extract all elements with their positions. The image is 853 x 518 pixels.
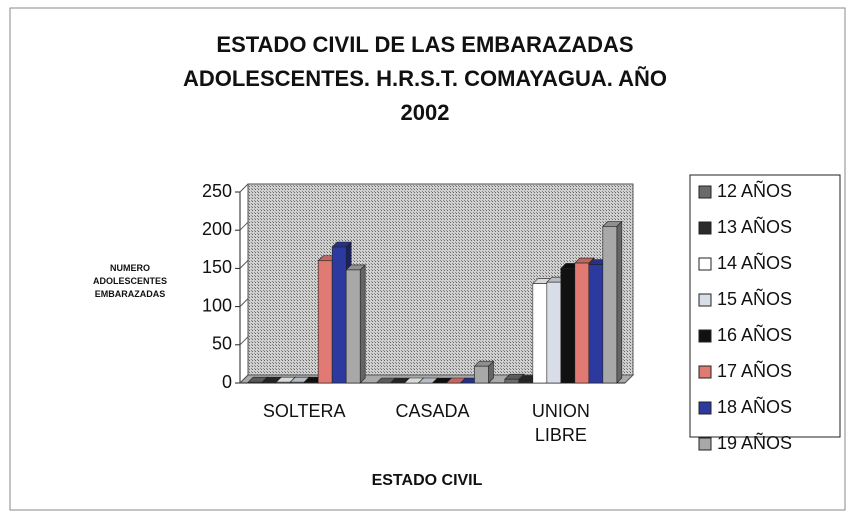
bar [588, 264, 604, 384]
grid-line [239, 298, 249, 307]
bar [532, 283, 548, 384]
bar [317, 260, 333, 384]
grid-line [239, 374, 249, 384]
legend-label: 16 AÑOS [717, 324, 792, 345]
y-tick-label: 100 [202, 295, 232, 315]
y-tick-label: 150 [202, 257, 232, 277]
legend-swatch [698, 329, 712, 343]
legend-label: 18 AÑOS [717, 396, 792, 417]
legend-label: 19 AÑOS [717, 432, 792, 453]
grid-line [239, 336, 249, 346]
bar-side [359, 264, 366, 384]
bar [474, 365, 489, 384]
legend-swatch [698, 293, 712, 307]
bar [574, 262, 590, 384]
y-tick-label: 250 [202, 181, 232, 201]
x-tick-label: SOLTERA [262, 401, 346, 421]
title-line: 2002 [400, 100, 450, 125]
bar [602, 226, 618, 384]
legend-swatch [698, 221, 712, 235]
y-tick-label: 200 [202, 219, 232, 239]
bar [518, 380, 534, 384]
chart-title: ESTADO CIVIL DE LAS EMBARAZADAS ADOLESCE… [100, 28, 750, 130]
legend-swatch [698, 185, 712, 199]
bar [303, 381, 319, 384]
bar [504, 378, 520, 384]
bar [289, 381, 305, 384]
bar [560, 268, 576, 384]
grid-line [239, 183, 249, 193]
legend-label: 17 AÑOS [717, 360, 792, 381]
title-line: ESTADO CIVIL DE LAS EMBARAZADAS [216, 32, 634, 57]
y-tick-label: 50 [212, 334, 232, 354]
legend-swatch [698, 365, 712, 379]
bar [331, 246, 347, 384]
legend-label: 14 AÑOS [717, 252, 792, 273]
y-tick-label: 0 [222, 372, 232, 392]
bar [546, 281, 562, 384]
legend-label: 12 AÑOS [717, 180, 792, 201]
x-tick-label: CASADA [395, 401, 470, 421]
legend-label: 13 AÑOS [717, 216, 792, 237]
legend-box [689, 174, 841, 438]
title-line: ADOLESCENTES. H.R.S.T. COMAYAGUA. AÑO [182, 66, 668, 91]
bar-side [616, 220, 623, 384]
y-axis-label: NUMERO ADOLESCENTES EMBARAZADAS [92, 263, 167, 299]
x-tick-label: UNION LIBRE [531, 401, 590, 445]
bar [345, 269, 361, 384]
grid-line [239, 221, 249, 231]
legend-swatch [698, 257, 712, 271]
bar [247, 381, 263, 384]
bar [261, 381, 277, 384]
legend-swatch [698, 401, 712, 415]
grid-line [239, 260, 249, 269]
x-axis-label: ESTADO CIVIL [371, 472, 483, 489]
legend-swatch [698, 437, 712, 451]
legend-label: 15 AÑOS [717, 288, 792, 309]
bar [275, 381, 291, 384]
